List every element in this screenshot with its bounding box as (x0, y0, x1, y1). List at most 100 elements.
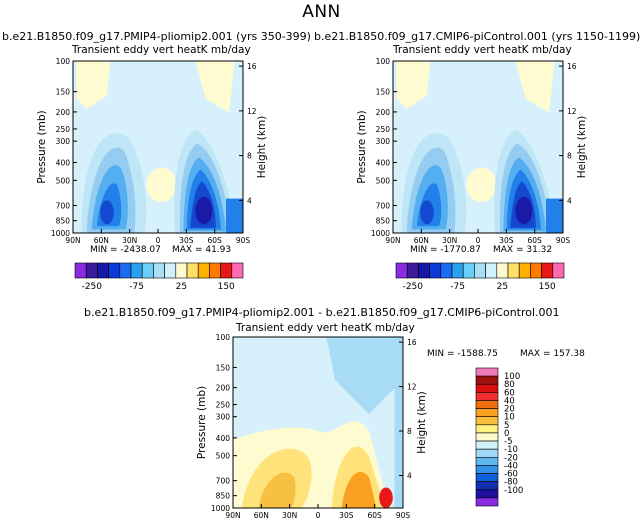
panel2-case-title: b.e21.B1850.f09_g17.CMIP6-piControl.001 … (314, 30, 641, 43)
panel3-colorbar-label-14: -100 (504, 486, 523, 496)
panel3-colorbar-swatch-16 (475, 497, 499, 507)
panel1-ytick-label-7: 700 (56, 201, 71, 210)
panel3-colorbar-swatch-6 (475, 416, 499, 426)
panel2-colorbar-swatch-8 (485, 262, 498, 279)
panel3-colorbar-label-13: -80 (504, 478, 518, 488)
panel3-colorbar-swatch-13 (475, 473, 499, 482)
panel3-region-pole (394, 337, 403, 508)
panel2-region-pole (546, 198, 563, 233)
panel1-ytick-label-0: 100 (56, 57, 71, 66)
panel2-region-pale-center (466, 167, 497, 203)
panel1-region-pole (226, 198, 243, 233)
panel3-colorbar-label-0: 100 (504, 372, 520, 382)
panel3-region-pos-max (379, 487, 393, 508)
panel2-htick-label-0: 16 (567, 62, 577, 71)
panel1-colorbar-label-3: 150 (218, 282, 235, 292)
panel3-colorbar-label-12: -60 (504, 470, 518, 480)
panel3-colorbar-label-4: 20 (504, 405, 515, 415)
panel2-colorbar-label-1: -75 (450, 282, 465, 292)
panel1-colorbar-swatch-3 (108, 262, 121, 279)
panel2-colorbar-swatch-0 (395, 262, 408, 279)
panel2-xtick-label-0: 90N (385, 236, 400, 245)
panel2-ytick-label-4: 300 (376, 137, 391, 146)
panel1-colorbar-label-1: -75 (129, 282, 144, 292)
panel1-colorbar-swatch-0 (74, 262, 87, 279)
panel3-ytick-label-0: 100 (216, 333, 231, 342)
panel3-xtick-label-1: 60N (254, 511, 269, 520)
panel2-colorbar-swatch-5 (451, 262, 464, 279)
panel1-htick-label-2: 8 (247, 152, 252, 161)
panel1-ytick-label-5: 400 (56, 158, 71, 167)
panel1-ytick-label-9: 1000 (51, 229, 70, 238)
panel3-ytick-label-4: 300 (216, 413, 231, 422)
panel3-colorbar-swatch-1 (475, 375, 499, 385)
panel1-contours (73, 61, 243, 233)
panel3-colorbar-label-9: -10 (504, 445, 518, 455)
panel3-min-label: MIN = -1588.75 (427, 349, 498, 359)
panel1-ytick-label-1: 150 (56, 88, 71, 97)
panel3-xtick-label-6: 90S (396, 511, 411, 520)
panel3-colorbar-swatch-7 (475, 424, 499, 434)
panel1-xtick-label-6: 90S (236, 236, 251, 245)
panel1-colorbar-swatch-13 (220, 262, 233, 279)
panel1-ytick-label-6: 500 (56, 176, 71, 185)
panel3-ytick-label-8: 850 (216, 492, 231, 501)
panel2-xtick-label-5: 60S (528, 236, 543, 245)
panel1-max-label: MAX = 41.93 (172, 245, 232, 255)
panel2-ytick-label-8: 850 (376, 217, 391, 226)
panel2-ytick-label-9: 1000 (371, 229, 390, 238)
panel3-colorbar-swatch-9 (475, 440, 499, 450)
panel1-htick-label-3: 4 (247, 196, 252, 205)
panel2-colorbar-swatch-6 (462, 262, 475, 279)
panel2-region-sh-l6 (515, 196, 533, 225)
panel2-colorbar-swatch-10 (507, 262, 520, 279)
panel2-colorbar-label-0: -250 (403, 282, 424, 292)
panel2-colorbar-swatch-12 (530, 262, 542, 279)
panel2-region-pale-ne (515, 61, 555, 113)
panel1-htick-label-0: 16 (247, 62, 257, 71)
panel2-min-label: MIN = -1770.87 (410, 245, 481, 255)
panel1-ytick-label-3: 250 (56, 125, 71, 134)
panel3-colorbar-label-2: 60 (504, 388, 515, 398)
panel1-colorbar-swatch-6 (141, 262, 154, 279)
panel2-htick-label-1: 12 (567, 107, 577, 116)
panel2-ytick-label-3: 250 (376, 125, 391, 134)
panel3-ytick-label-7: 700 (216, 477, 231, 486)
panel2-colorbar-label-3: 150 (539, 282, 556, 292)
panel3-ytick-label-2: 200 (216, 384, 231, 393)
panel2-contours (393, 61, 563, 233)
panel3-ytick-label-5: 400 (216, 434, 231, 443)
panel2-ylabel-right: Height (km) (576, 116, 588, 179)
panel1-colorbar-swatch-12 (209, 262, 221, 279)
panel3-ylabel: Pressure (mb) (196, 386, 208, 459)
panel1-colorbar-swatch-5 (130, 262, 143, 279)
panel2-variable-title: Transient eddy vert heatK mb/day (393, 44, 572, 56)
panel1-xtick-label-5: 60S (208, 236, 223, 245)
panel1-xtick-label-2: 30N (122, 236, 137, 245)
panel3-ytick-label-1: 150 (216, 363, 231, 372)
panel2-colorbar-swatch-7 (474, 262, 486, 279)
panel2-xtick-label-6: 90S (556, 236, 571, 245)
panel1-colorbar-swatch-7 (153, 262, 165, 279)
panel1-xtick-label-4: 30S (179, 236, 194, 245)
panel1-colorbar-swatch-1 (85, 262, 98, 279)
panel2-region-nh-l5 (420, 200, 434, 225)
panel1-colorbar-label-0: -250 (82, 282, 103, 292)
panel3-contours (233, 337, 403, 508)
panel2-region-pale-nw (396, 61, 431, 110)
panel1-xtick-label-0: 90N (65, 236, 80, 245)
panel1-xtick-label-3: 0 (156, 236, 161, 245)
panel3-xtick-label-5: 60S (368, 511, 383, 520)
panel2-colorbar-swatch-14 (552, 262, 565, 279)
panel3-htick-label-2: 8 (407, 427, 412, 436)
panel1-region-pale-ne (195, 61, 235, 113)
panel1-ytick-label-4: 300 (56, 137, 71, 146)
panel2-xtick-label-4: 30S (499, 236, 514, 245)
panel2-htick-label-3: 4 (567, 196, 572, 205)
panel3-region-pos-l4 (258, 472, 296, 508)
panel1-colorbar-swatch-10 (186, 262, 199, 279)
panel1-xtick-label-1: 60N (94, 236, 109, 245)
panel2-colorbar-label-2: 25 (497, 282, 508, 292)
panel2-xtick-label-3: 0 (476, 236, 481, 245)
